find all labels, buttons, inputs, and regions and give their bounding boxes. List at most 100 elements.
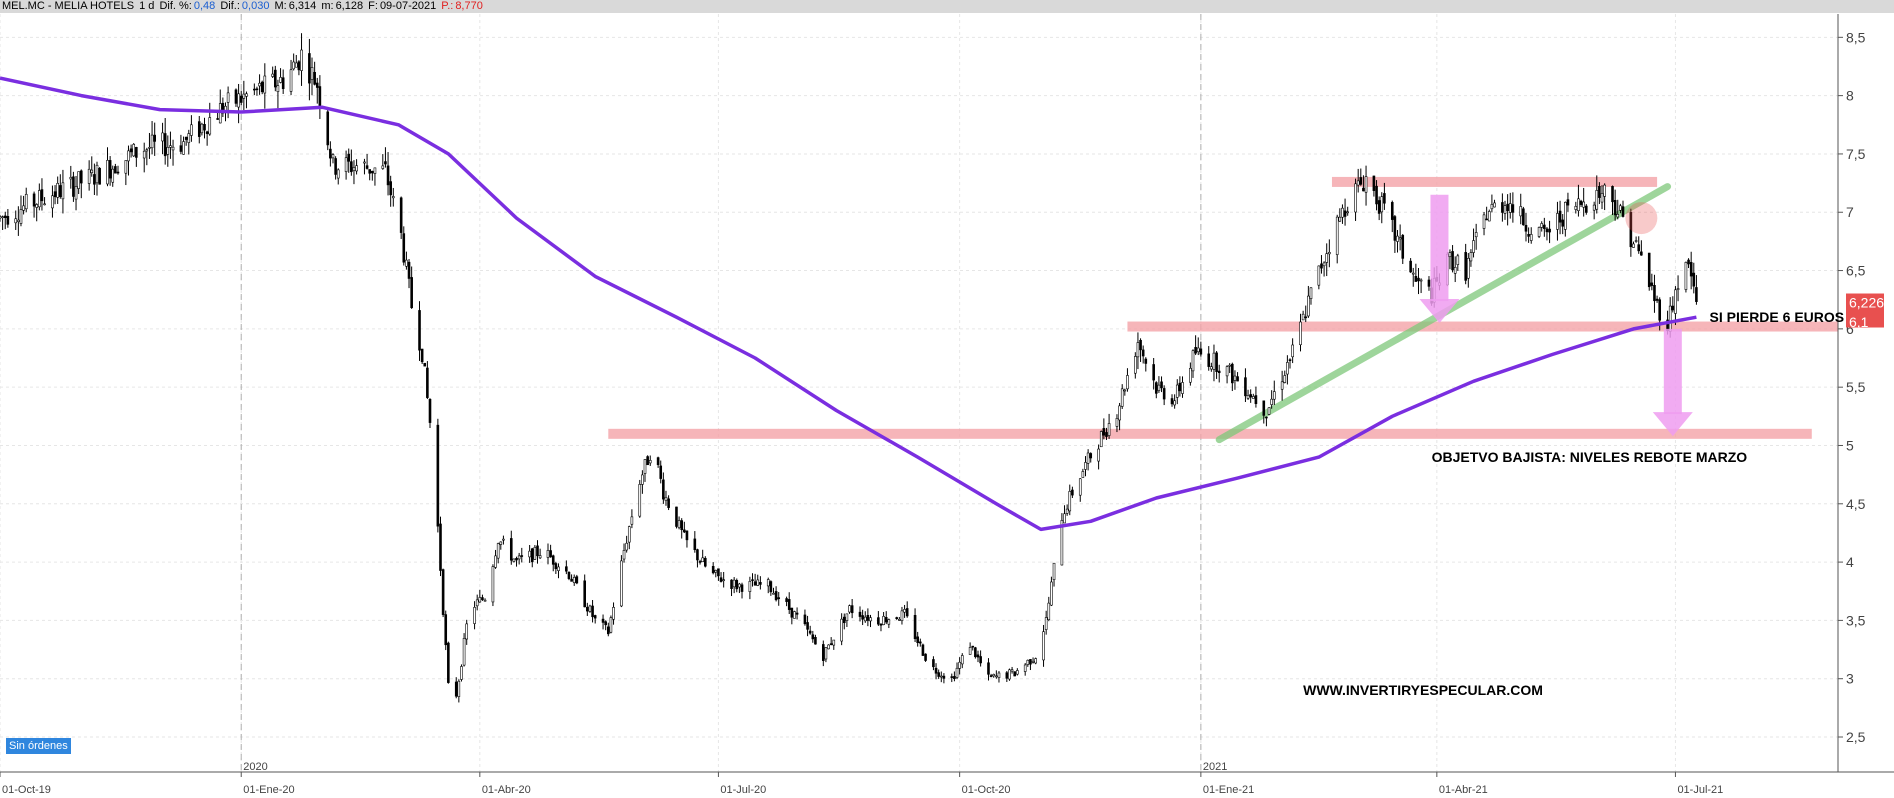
y-tick-label: 6,5 (1846, 263, 1866, 279)
candle-body (276, 85, 280, 92)
candle-body (1144, 358, 1148, 364)
orders-badge[interactable]: Sin órdenes (6, 738, 71, 754)
candle-body (200, 123, 204, 134)
candle-body (1650, 282, 1654, 286)
candle-body (620, 560, 623, 607)
down-arrow-head (1652, 412, 1693, 437)
candle-body (530, 548, 534, 563)
candle-body (1543, 224, 1546, 229)
candle-body (1632, 243, 1635, 248)
candle-body (858, 611, 862, 617)
candle-body (808, 630, 812, 634)
candle-body (242, 93, 246, 99)
candle-body (1173, 400, 1176, 406)
candles (0, 33, 1698, 703)
candle-body (1008, 669, 1011, 680)
candle-body (1655, 298, 1659, 301)
candle-body (161, 132, 164, 142)
candle-body (1010, 669, 1014, 672)
annotations: SI PIERDE 6 EUROS OBJETVO BAJISTA: NIVELE… (1303, 309, 1844, 698)
candle-body (315, 82, 319, 88)
candle-body (1671, 305, 1675, 311)
candle-body (992, 674, 996, 677)
candle-body (1524, 224, 1528, 232)
candle-body (184, 136, 188, 140)
candle-body (1503, 205, 1507, 214)
candle-body (685, 530, 689, 541)
annotation-text: SI PIERDE 6 EUROS (1710, 309, 1845, 325)
candle-body (318, 86, 322, 108)
candle-body (1031, 660, 1035, 663)
y-tick-label: 4,5 (1846, 496, 1866, 512)
x-tick-label: 01-Abr-21 (1439, 784, 1488, 796)
candle-body (326, 111, 330, 146)
candle-body (460, 666, 463, 680)
candle-body (866, 615, 870, 621)
candle-body (297, 61, 301, 71)
candle-body (787, 599, 791, 610)
candle-body (698, 561, 702, 563)
candle-body (447, 642, 450, 683)
candle-body (1647, 252, 1651, 288)
candle-body (1231, 363, 1234, 384)
candle-body (1493, 202, 1496, 208)
candle-body (1511, 204, 1515, 213)
candle-body (363, 161, 366, 164)
candle-body (410, 277, 413, 308)
candle-body (1157, 384, 1161, 391)
candle-body (811, 634, 815, 640)
candle-body (766, 579, 770, 587)
candle-body (124, 160, 128, 174)
down-arrow-shaft (1663, 328, 1682, 415)
candle-body (1411, 272, 1415, 275)
candle-body (145, 149, 149, 152)
candle-body (664, 496, 668, 501)
dif-pct-value: 0,48 (193, 0, 216, 12)
candle-body (1065, 508, 1069, 514)
candle-body (625, 542, 628, 551)
candle-body (478, 597, 482, 603)
candle-body (292, 61, 295, 70)
candle-body (281, 77, 285, 89)
candle-body (1501, 202, 1504, 213)
last-price-tag (1846, 293, 1884, 328)
candle-body (1692, 272, 1696, 287)
y-tick-label: 6 (1846, 321, 1854, 337)
candle-body (347, 153, 351, 162)
candle-body (643, 459, 647, 474)
candle-body (1584, 205, 1588, 213)
candle-body (1060, 520, 1064, 566)
candle-body (350, 161, 353, 173)
candle-body (135, 147, 138, 158)
candle-body (389, 181, 392, 196)
candle-body (1393, 216, 1397, 241)
candle-body (481, 597, 484, 601)
candle-body (439, 523, 442, 571)
candle-body (995, 675, 998, 678)
candle-body (1023, 664, 1027, 672)
moving-average-line (0, 76, 1697, 532)
candle-body (494, 555, 497, 568)
candle-body (821, 644, 825, 661)
down-arrow-head (1419, 299, 1460, 324)
candle-body (1013, 671, 1017, 677)
candle-body (696, 549, 699, 561)
candle-body (641, 474, 644, 485)
candle-body (551, 555, 555, 565)
candle-body (1674, 289, 1677, 314)
candle-body (1099, 431, 1103, 448)
candle-body (22, 205, 25, 211)
candle-body (1448, 252, 1452, 258)
candle-body (420, 348, 424, 363)
candle-body (1236, 376, 1239, 382)
candle-body (1233, 375, 1237, 381)
dif-pct-caption: Dif. %: (159, 0, 192, 12)
candle-body (1320, 263, 1323, 269)
candle-body (1390, 202, 1394, 220)
candle-body (148, 147, 151, 149)
candle-body (300, 49, 303, 71)
annotation-marks (1419, 194, 1693, 437)
candle-body (407, 261, 411, 279)
candle-body (1105, 432, 1108, 437)
